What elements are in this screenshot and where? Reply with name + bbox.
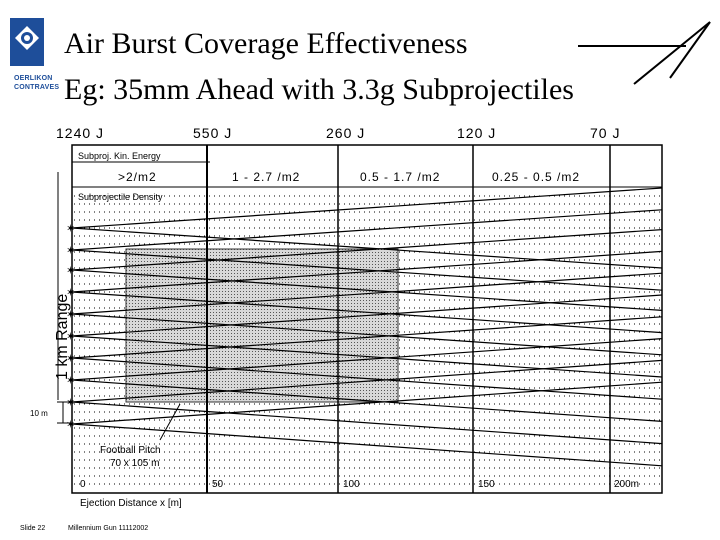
energy-label-2: 550 J	[193, 125, 233, 141]
trajectory-line	[71, 249, 663, 291]
burst-star-icon: ✶	[66, 418, 75, 431]
density-band-1: >2/m2	[118, 170, 157, 184]
trajectory-line	[71, 381, 663, 425]
trajectory-line	[71, 335, 663, 378]
plot-frame	[71, 144, 663, 494]
logo-emblem-icon	[10, 18, 44, 66]
trajectory-line	[71, 209, 663, 251]
trajectory-line	[71, 250, 663, 293]
density-band-2: 1 - 2.7 /m2	[232, 170, 300, 184]
x-tick-50: 50	[212, 479, 224, 490]
burst-star-icon: ✶	[66, 286, 75, 299]
x-tick-200: 200m	[614, 479, 639, 490]
trajectory-line	[71, 187, 663, 229]
trajectory-line	[71, 291, 663, 334]
burst-star-icon: ✶	[66, 222, 75, 235]
brand-arrow-icon	[578, 21, 711, 85]
trajectory-line	[71, 269, 663, 311]
burst-star-icon: ✶	[66, 308, 75, 321]
oerlikon-contraves-logo: OERLIKON CONTRAVES	[8, 12, 59, 98]
x-axis-label: Ejection Distance x [m]	[80, 498, 182, 509]
energy-label-5: 70 J	[590, 125, 621, 141]
y-axis-label: 1 km Range	[54, 294, 71, 380]
burst-star-icon: ✶	[66, 396, 75, 409]
trajectory-line	[71, 357, 663, 400]
density-row-label: Subprojectile Density	[78, 192, 163, 202]
trajectory-line	[71, 316, 663, 359]
ten-m-label: 10 m	[30, 409, 48, 418]
density-band-3: 0.5 - 1.7 /m2	[360, 170, 440, 184]
footer-event: Millennium Gun 11112002	[68, 525, 149, 532]
trajectory-line	[71, 379, 663, 422]
burst-point-marks: ✶ ✶ ✶ ✶ ✶ ✶ ✶ ✶ ✶ ✶	[66, 222, 75, 431]
energy-label-3: 260 J	[326, 125, 366, 141]
slide-subtitle: Eg: 35mm Ahead with 3.3g Subprojectiles	[64, 73, 574, 106]
burst-star-icon: ✶	[66, 330, 75, 343]
pitch-label-title: Football Pitch	[100, 445, 161, 456]
burst-star-icon: ✶	[66, 352, 75, 365]
energy-label-1: 1240 J	[56, 125, 105, 141]
trajectory-line	[71, 227, 663, 269]
x-tick-100: 100	[343, 479, 360, 490]
trajectory-lines	[71, 187, 663, 467]
energy-label-4: 120 J	[457, 125, 497, 141]
kin-energy-label: Subproj. Kin. Energy	[78, 151, 161, 161]
x-tick-0: 0	[80, 479, 86, 490]
burst-star-icon: ✶	[66, 264, 75, 277]
logo-text-oerlikon: OERLIKON	[14, 75, 53, 82]
trajectory-line	[71, 423, 663, 467]
pitch-pointer	[159, 403, 181, 441]
trajectory-line	[71, 294, 663, 337]
burst-star-icon: ✶	[66, 374, 75, 387]
density-band-4: 0.25 - 0.5 /m2	[492, 170, 580, 184]
trajectory-line	[71, 338, 663, 381]
football-pitch-area	[125, 248, 399, 403]
trajectory-line	[71, 401, 663, 445]
trajectory-line	[71, 229, 663, 271]
burst-star-icon: ✶	[66, 244, 75, 257]
slide-title: Air Burst Coverage Effectiveness	[64, 27, 468, 60]
x-tick-150: 150	[478, 479, 495, 490]
logo-text-contraves: CONTRAVES	[14, 84, 60, 91]
trajectory-line	[71, 272, 663, 315]
trajectory-line	[71, 359, 663, 403]
pitch-label-size: 70 x 105 m	[110, 458, 159, 469]
footer-slide-number: Slide 22	[20, 525, 46, 532]
trajectory-line	[71, 313, 663, 356]
